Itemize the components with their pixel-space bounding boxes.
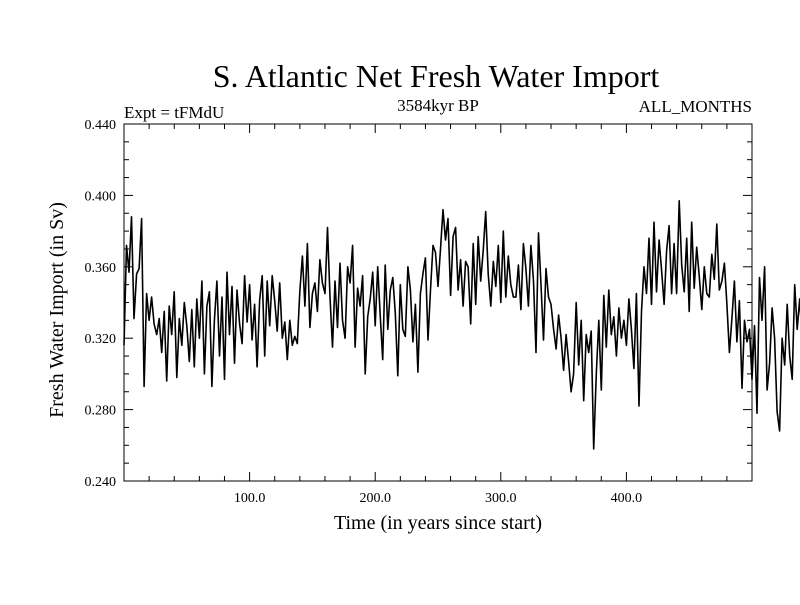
x-tick-label: 300.0 bbox=[485, 491, 517, 506]
y-tick-label: 0.280 bbox=[85, 404, 117, 419]
x-axis-label: Time (in years since start) bbox=[334, 512, 542, 534]
months-label: ALL_MONTHS bbox=[639, 97, 752, 116]
chart-title: S. Atlantic Net Fresh Water Import bbox=[213, 58, 660, 94]
x-tick-label: 400.0 bbox=[611, 491, 643, 506]
y-tick-label: 0.400 bbox=[85, 189, 117, 204]
y-tick-label: 0.440 bbox=[85, 118, 117, 133]
y-tick-label: 0.320 bbox=[85, 332, 117, 347]
experiment-label: Expt = tFMdU bbox=[124, 103, 224, 122]
y-tick-label: 0.240 bbox=[85, 475, 117, 490]
x-tick-label: 200.0 bbox=[359, 491, 391, 506]
x-tick-label: 100.0 bbox=[234, 491, 266, 506]
plot-area: 0.240 0.280 0.320 0.360 0.400 0.440 100.0 200.0… bbox=[85, 118, 800, 506]
y-tick-label: 0.360 bbox=[85, 261, 117, 276]
y-axis-label: Fresh Water Import (in Sv) bbox=[46, 202, 68, 418]
period-label: 3584kyr BP bbox=[397, 96, 479, 115]
series-line bbox=[124, 149, 800, 449]
